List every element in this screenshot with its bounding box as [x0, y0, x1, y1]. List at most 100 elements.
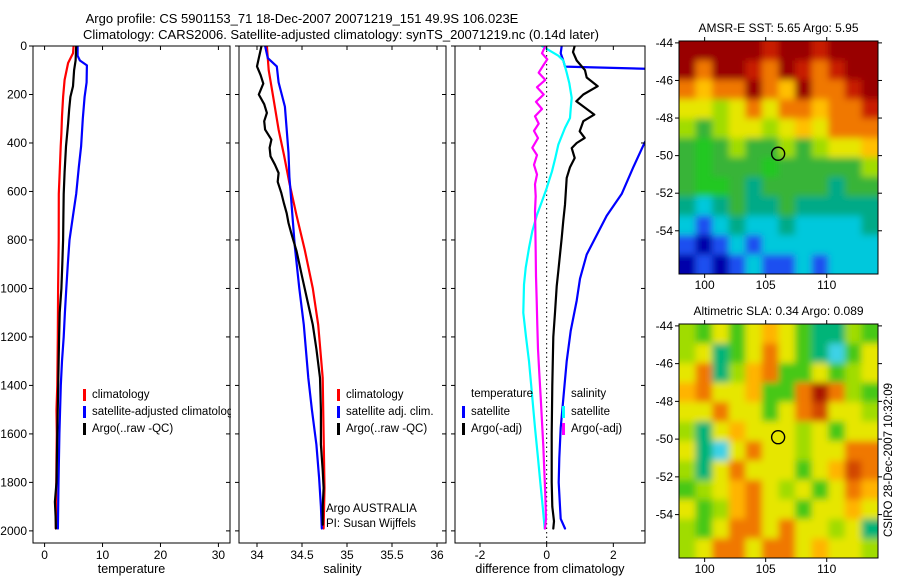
legend-marker [462, 422, 465, 435]
x-tick-label: 2 [610, 548, 617, 562]
legend-item: climatology [83, 386, 231, 403]
longitude-tick-label: 105 [756, 278, 776, 292]
y-tick-label: 1400 [0, 378, 27, 392]
legend-marker [83, 388, 86, 401]
x-tick-label: -2 [475, 548, 486, 562]
legend-label: satellite [571, 405, 610, 418]
legend-marker [337, 388, 340, 401]
latitude-tick-label: -52 [656, 186, 674, 200]
legend-header: temperature [471, 388, 534, 400]
salinity-profile-series-argo-raw [255, 46, 325, 526]
x-tick-label: 20 [154, 548, 168, 562]
legend-marker [462, 405, 465, 418]
program-annotation: Argo AUSTRALIA PI: Susan Wijffels [326, 502, 417, 532]
axes-box [238, 45, 447, 544]
longitude-tick-label: 105 [756, 562, 776, 576]
difference-profile-xlabel: difference from climatology [475, 562, 625, 576]
legend-item: satellite adj. clim. [337, 403, 434, 420]
legend-item: climatology [337, 386, 434, 403]
difference-profile-series-temperature-satellite [557, 46, 645, 530]
y-tick-label: 2000 [0, 524, 27, 538]
temperature-profile-xlabel: temperature [98, 562, 165, 576]
salinity-profile-xlabel: salinity [323, 562, 362, 576]
legend-item: Argo(..raw -QC) [83, 420, 231, 437]
temperature-profile-series-satellite-adjusted-climatology [56, 46, 89, 530]
latitude-tick-label: -48 [656, 394, 674, 408]
latitude-tick-label: -48 [656, 111, 674, 125]
figure-title-line1: Argo profile: CS 5901153_71 18-Dec-2007 … [85, 11, 519, 26]
latitude-tick-label: -52 [656, 470, 674, 484]
y-tick-label: 1800 [0, 475, 27, 489]
program-name: Argo AUSTRALIA [326, 503, 417, 515]
latitude-tick-label: -46 [656, 73, 674, 87]
legend-marker [337, 405, 340, 418]
map-frame [678, 323, 879, 559]
legend-item: satellite [462, 403, 533, 420]
legend-item: satellite [562, 403, 622, 420]
difference-profile-series-salinity-argo-adj [531, 46, 549, 530]
difference-temperature-legend: temperature satellite Argo(-adj) [462, 388, 533, 437]
float-position-marker [770, 146, 786, 161]
legend-item: Argo(-adj) [462, 420, 533, 437]
y-tick-label: 600 [7, 184, 27, 198]
x-tick-label: 30 [212, 548, 226, 562]
legend-label: Argo(..raw -QC) [346, 422, 428, 435]
x-tick-label: 34 [250, 548, 264, 562]
y-tick-label: 400 [7, 136, 27, 150]
salinity-profile: 34 34.5 35 35.5 36 salinity [235, 45, 447, 576]
difference-profile-series-temperature-argo-adj [550, 46, 599, 530]
legend-label: Argo(-adj) [571, 422, 623, 435]
legend-label: satellite-adjusted climatology [92, 405, 231, 418]
y-tick-label: 1600 [0, 427, 27, 441]
legend-marker [337, 422, 340, 435]
map-frame [678, 40, 879, 275]
x-tick-label: 35 [340, 548, 354, 562]
x-tick-label: 34.5 [290, 548, 314, 562]
x-tick-label: 36 [430, 548, 444, 562]
x-tick-label: 10 [96, 548, 110, 562]
y-tick-label: 0 [20, 39, 27, 53]
figure-title-line2: Climatology: CARS2006. Satellite-adjuste… [83, 27, 599, 42]
x-tick-label: 0 [41, 548, 48, 562]
legend-marker [83, 405, 86, 418]
x-tick-label: 35.5 [380, 548, 404, 562]
legend-item: Argo(..raw -QC) [337, 420, 434, 437]
longitude-tick-label: 110 [817, 562, 836, 576]
x-tick-label: 0 [543, 548, 550, 562]
pi-name: PI: Susan Wijffels [326, 518, 416, 530]
csiro-watermark: CSIRO 28-Dec-2007 10:32:09 [883, 382, 895, 538]
legend-label: satellite adj. clim. [346, 405, 434, 418]
amsr-e-sst-map-title: AMSR-E SST: 5.65 Argo: 5.95 [698, 21, 858, 35]
legend-label: Argo(..raw -QC) [92, 422, 174, 435]
temperature-profile-series-argo-raw [53, 46, 78, 530]
altimetric-sla-map-title: Altimetric SLA: 0.34 Argo: 0.089 [693, 304, 863, 318]
longitude-tick-label: 110 [817, 278, 836, 292]
legend-marker [562, 405, 565, 418]
salinity-legend: climatology satellite adj. clim. Argo(..ra… [337, 386, 434, 437]
legend-item: satellite-adjusted climatology [83, 403, 231, 420]
y-tick-label: 200 [7, 87, 27, 101]
axes-box [32, 45, 231, 544]
amsr-e-sst-map: 100 105 110 -44 -46 -48 -50 -52 -54 AMSR-E SST: 5… [656, 21, 882, 292]
y-tick-label: 1000 [0, 281, 27, 295]
longitude-tick-label: 100 [695, 562, 715, 576]
legend-item: Argo(-adj) [562, 420, 622, 437]
latitude-tick-label: -46 [656, 357, 674, 371]
axes-box [454, 45, 646, 544]
salinity-profile-series-satellite-adj-clim- [264, 46, 323, 530]
difference-salinity-legend: salinity satellite Argo(-adj) [562, 388, 622, 437]
latitude-tick-label: -50 [656, 149, 674, 163]
longitude-tick-label: 100 [695, 278, 715, 292]
latitude-tick-label: -44 [656, 319, 674, 333]
latitude-tick-label: -54 [656, 508, 674, 522]
salinity-profile-series-climatology [265, 46, 326, 530]
temperature-profile: 0 10 20 30 0 200 400 600 800 1000 1200 1400 1600 1800… [0, 39, 231, 576]
y-tick-label: 1200 [0, 330, 27, 344]
legend-header: salinity [571, 388, 607, 400]
latitude-tick-label: -44 [656, 36, 674, 50]
float-position-marker [770, 430, 786, 445]
legend-label: Argo(-adj) [471, 422, 523, 435]
